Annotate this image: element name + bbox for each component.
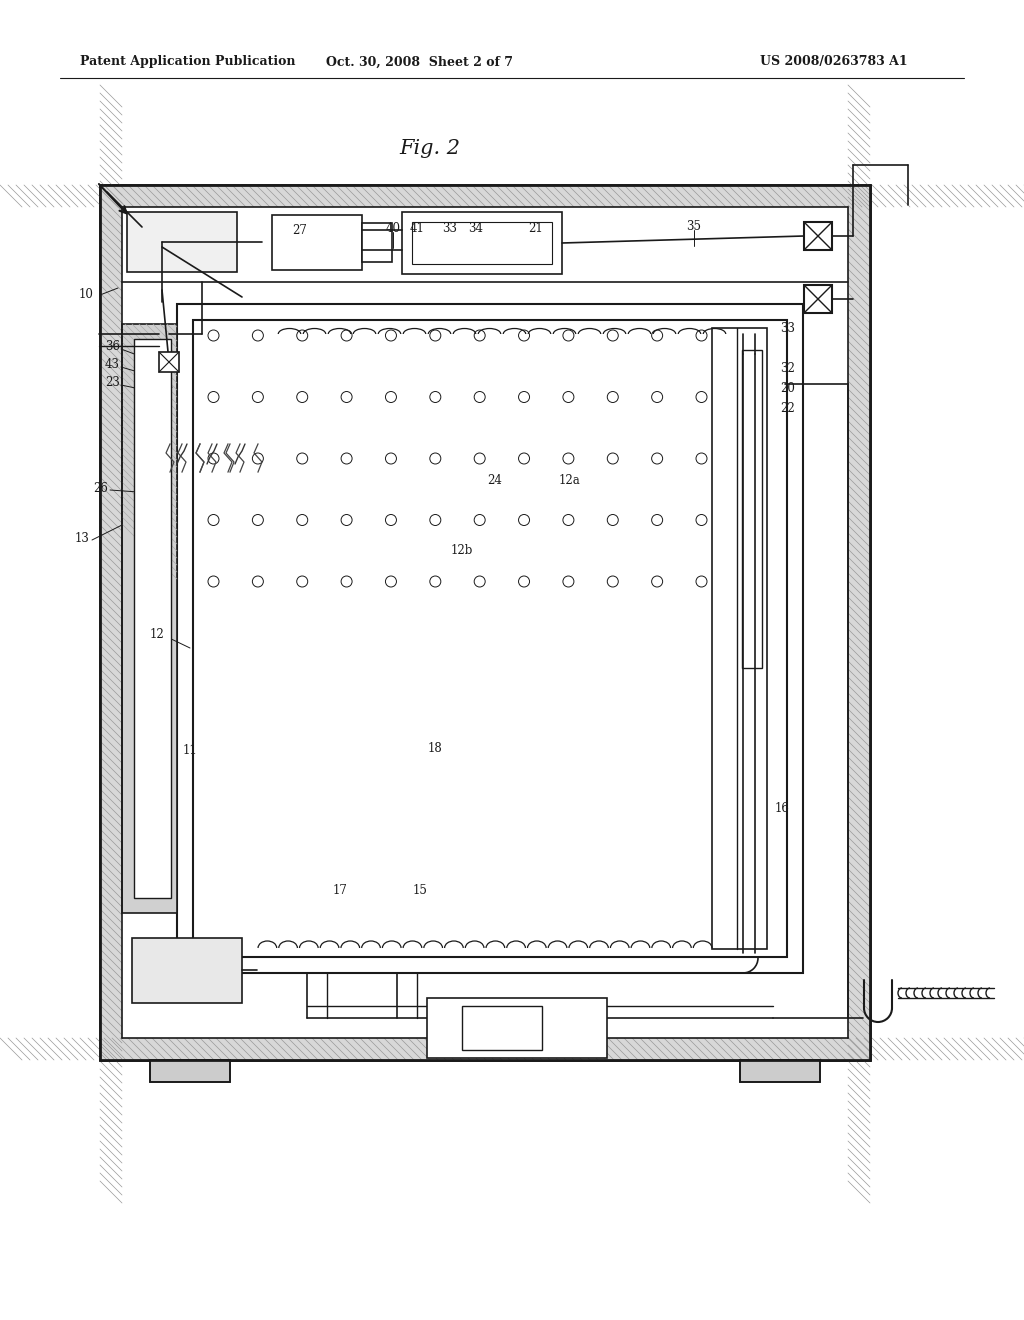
Text: 41: 41 [410,222,424,235]
Text: 36: 36 [105,339,120,352]
Text: 16: 16 [775,801,790,814]
Bar [100,185,870,1060]
Bar [272,215,362,271]
Bar [159,352,179,372]
Text: 34: 34 [469,222,483,235]
Bar [122,323,177,913]
Text: 43: 43 [105,358,120,371]
Text: 33: 33 [442,222,458,235]
Bar [412,222,552,264]
Text: US 2008/0263783 A1: US 2008/0263783 A1 [760,55,907,69]
Bar [100,185,122,1060]
Text: 17: 17 [333,883,347,896]
Text: 12b: 12b [451,544,473,557]
Bar [712,327,767,949]
Bar [122,207,848,1038]
Bar [740,1060,820,1082]
Bar [100,185,870,207]
Bar [134,339,171,898]
Bar [127,213,237,272]
Bar [150,1060,230,1082]
Text: 13: 13 [75,532,90,544]
Text: 22: 22 [780,401,795,414]
Bar [362,223,392,261]
Text: 18: 18 [428,742,442,755]
Text: 21: 21 [528,222,544,235]
Bar [100,1038,870,1060]
Bar [804,285,831,313]
Text: 15: 15 [413,883,427,896]
Text: 12: 12 [150,627,164,640]
Bar [742,350,762,668]
Text: 11: 11 [182,743,198,756]
Text: 12a: 12a [559,474,581,487]
Text: 20: 20 [780,381,795,395]
Text: 26: 26 [93,482,108,495]
Bar [132,939,242,1003]
Bar [177,304,803,973]
Bar [427,998,607,1059]
Text: 40: 40 [385,222,400,235]
Text: 24: 24 [487,474,503,487]
Bar [462,1006,542,1049]
Text: 23: 23 [105,375,120,388]
Bar [804,222,831,249]
Text: Fig. 2: Fig. 2 [399,139,461,157]
Bar [402,213,562,275]
Bar [193,319,787,957]
Text: 32: 32 [780,362,795,375]
Text: 33: 33 [780,322,795,334]
Text: Patent Application Publication: Patent Application Publication [80,55,296,69]
Text: 35: 35 [686,219,701,232]
Text: Oct. 30, 2008  Sheet 2 of 7: Oct. 30, 2008 Sheet 2 of 7 [327,55,513,69]
Bar [848,185,870,1060]
Text: 10: 10 [79,289,94,301]
Text: 27: 27 [293,223,307,236]
